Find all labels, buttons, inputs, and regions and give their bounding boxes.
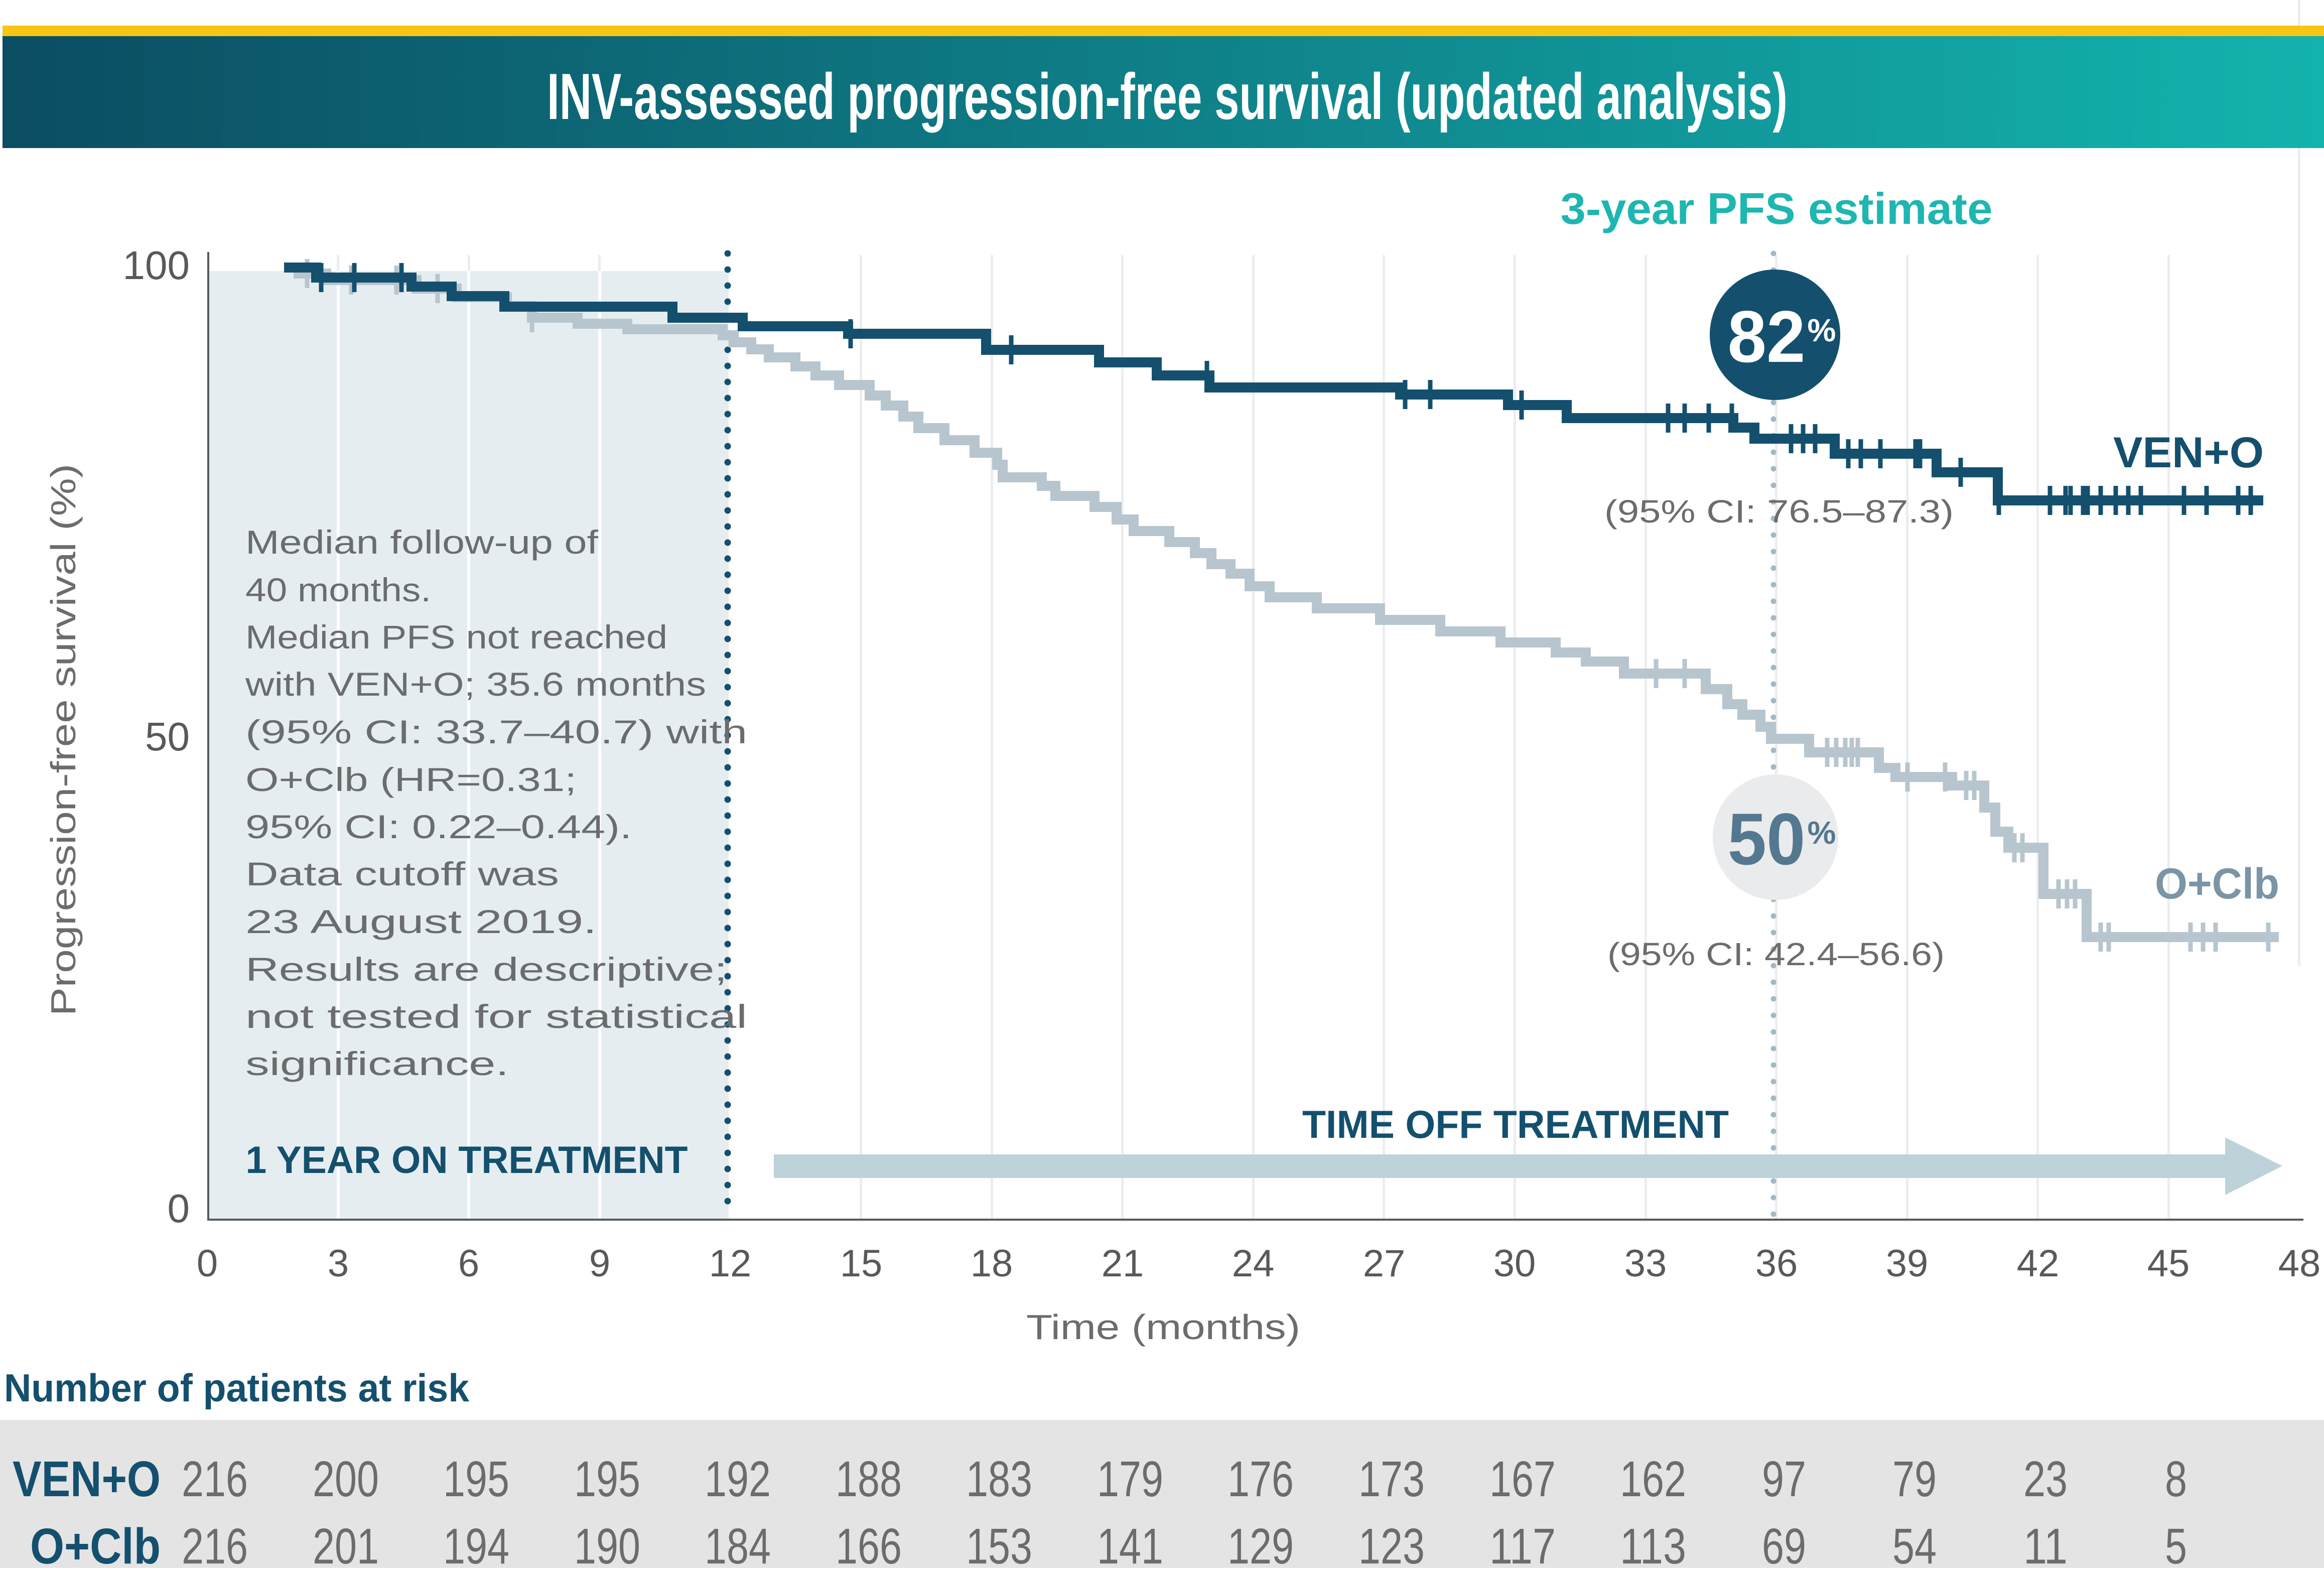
svg-text:79: 79 bbox=[1892, 1451, 1937, 1507]
svg-text:Median follow-up of: Median follow-up of bbox=[245, 523, 599, 561]
svg-text:Time (months): Time (months) bbox=[1026, 1307, 1300, 1347]
svg-text:50: 50 bbox=[145, 714, 190, 759]
svg-text:30: 30 bbox=[1493, 1242, 1536, 1285]
svg-text:18: 18 bbox=[971, 1242, 1013, 1285]
svg-text:O+Clb: O+Clb bbox=[2155, 860, 2279, 908]
svg-text:183: 183 bbox=[966, 1451, 1032, 1507]
svg-text:40 months.: 40 months. bbox=[245, 571, 431, 608]
svg-text:INV-assessed progression-free: INV-assessed progression-free survival (… bbox=[547, 60, 1788, 133]
svg-text:21: 21 bbox=[1102, 1242, 1144, 1285]
svg-text:(95% CI: 33.7–40.7) with: (95% CI: 33.7–40.7) with bbox=[245, 713, 747, 750]
svg-text:54: 54 bbox=[1892, 1518, 1937, 1572]
svg-text:3: 3 bbox=[328, 1242, 349, 1285]
svg-text:184: 184 bbox=[705, 1518, 771, 1572]
svg-text:50: 50 bbox=[1728, 798, 1806, 880]
svg-text:48: 48 bbox=[2278, 1242, 2321, 1285]
svg-text:O+Clb: O+Clb bbox=[30, 1518, 161, 1572]
svg-text:45: 45 bbox=[2147, 1242, 2190, 1285]
svg-text:Results are descriptive;: Results are descriptive; bbox=[245, 951, 727, 988]
svg-text:201: 201 bbox=[313, 1518, 379, 1572]
svg-text:%: % bbox=[1808, 815, 1836, 851]
svg-text:with VEN+O; 35.6 months: with VEN+O; 35.6 months bbox=[245, 666, 706, 703]
svg-text:82: 82 bbox=[1728, 296, 1806, 377]
svg-text:129: 129 bbox=[1227, 1518, 1294, 1572]
svg-text:23: 23 bbox=[2023, 1451, 2068, 1507]
svg-text:167: 167 bbox=[1489, 1451, 1556, 1507]
svg-text:8: 8 bbox=[2165, 1451, 2187, 1507]
svg-text:216: 216 bbox=[182, 1518, 248, 1572]
svg-text:(95% CI: 42.4–56.6): (95% CI: 42.4–56.6) bbox=[1607, 936, 1945, 972]
svg-text:200: 200 bbox=[313, 1451, 379, 1507]
svg-text:27: 27 bbox=[1363, 1242, 1406, 1285]
svg-text:(95% CI: 76.5–87.3): (95% CI: 76.5–87.3) bbox=[1604, 493, 1954, 530]
svg-text:O+Clb (HR=0.31;: O+Clb (HR=0.31; bbox=[245, 761, 577, 798]
svg-text:23 August 2019.: 23 August 2019. bbox=[245, 903, 597, 940]
svg-text:%: % bbox=[1808, 312, 1836, 348]
svg-text:significance.: significance. bbox=[245, 1045, 509, 1082]
svg-text:194: 194 bbox=[443, 1518, 509, 1572]
svg-text:TIME OFF TREATMENT: TIME OFF TREATMENT bbox=[1302, 1102, 1729, 1146]
svg-text:69: 69 bbox=[1762, 1518, 1806, 1572]
svg-text:5: 5 bbox=[2165, 1518, 2187, 1572]
svg-text:0: 0 bbox=[197, 1242, 218, 1285]
svg-text:Median PFS not reached: Median PFS not reached bbox=[245, 618, 667, 656]
svg-text:166: 166 bbox=[836, 1518, 902, 1572]
svg-text:3-year PFS estimate: 3-year PFS estimate bbox=[1561, 184, 1993, 233]
svg-text:100: 100 bbox=[123, 243, 190, 288]
svg-text:12: 12 bbox=[709, 1242, 752, 1285]
svg-text:not tested for statistical: not tested for statistical bbox=[245, 998, 747, 1035]
svg-text:33: 33 bbox=[1624, 1242, 1667, 1285]
svg-text:113: 113 bbox=[1620, 1518, 1686, 1572]
svg-text:216: 216 bbox=[182, 1451, 248, 1507]
svg-text:195: 195 bbox=[574, 1451, 640, 1507]
svg-text:0: 0 bbox=[168, 1186, 190, 1231]
svg-text:153: 153 bbox=[966, 1518, 1032, 1572]
svg-text:190: 190 bbox=[574, 1518, 640, 1572]
svg-text:VEN+O: VEN+O bbox=[13, 1451, 161, 1507]
svg-text:Number of patients at risk: Number of patients at risk bbox=[4, 1366, 470, 1410]
svg-text:11: 11 bbox=[2023, 1518, 2068, 1572]
svg-text:9: 9 bbox=[589, 1242, 610, 1285]
svg-text:42: 42 bbox=[2017, 1242, 2060, 1285]
svg-text:162: 162 bbox=[1620, 1451, 1686, 1507]
svg-text:Progression-free survival (%): Progression-free survival (%) bbox=[44, 464, 83, 1016]
svg-text:Data cutoff was: Data cutoff was bbox=[245, 855, 559, 892]
svg-text:95% CI: 0.22–0.44).: 95% CI: 0.22–0.44). bbox=[245, 808, 632, 845]
svg-text:123: 123 bbox=[1358, 1518, 1425, 1572]
svg-text:117: 117 bbox=[1489, 1518, 1556, 1572]
svg-text:24: 24 bbox=[1232, 1242, 1275, 1285]
svg-text:173: 173 bbox=[1358, 1451, 1425, 1507]
svg-text:1 YEAR ON TREATMENT: 1 YEAR ON TREATMENT bbox=[246, 1139, 688, 1182]
svg-text:36: 36 bbox=[1755, 1242, 1798, 1285]
svg-text:192: 192 bbox=[705, 1451, 771, 1507]
svg-text:176: 176 bbox=[1227, 1451, 1294, 1507]
svg-text:188: 188 bbox=[836, 1451, 902, 1507]
svg-text:195: 195 bbox=[443, 1451, 509, 1507]
svg-text:VEN+O: VEN+O bbox=[2113, 429, 2264, 477]
svg-text:15: 15 bbox=[840, 1242, 883, 1285]
svg-text:97: 97 bbox=[1762, 1451, 1806, 1507]
svg-text:39: 39 bbox=[1886, 1242, 1929, 1285]
svg-text:6: 6 bbox=[458, 1242, 479, 1285]
svg-text:141: 141 bbox=[1097, 1518, 1163, 1572]
svg-text:179: 179 bbox=[1097, 1451, 1163, 1507]
